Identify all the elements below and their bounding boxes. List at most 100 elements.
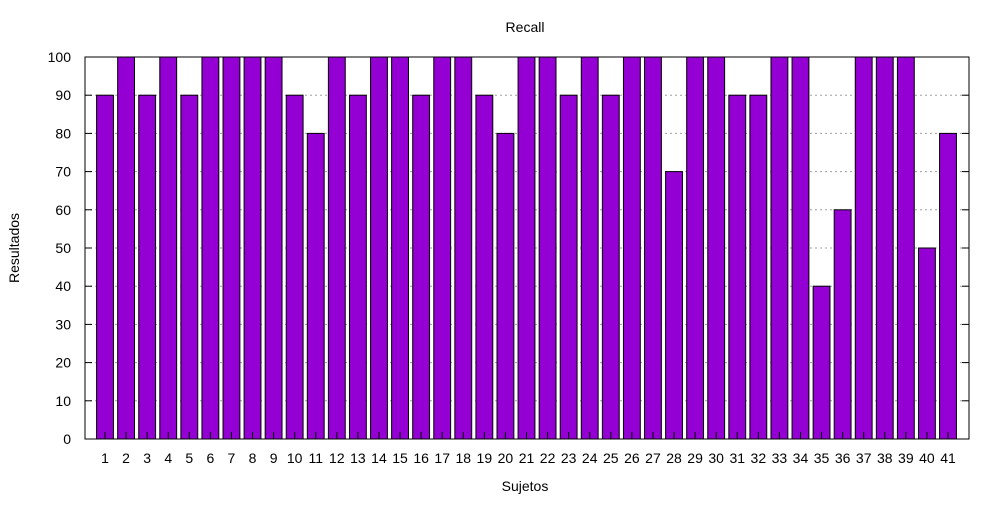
y-tick-label: 80 <box>55 125 71 141</box>
bar-18 <box>454 56 473 440</box>
x-tick-label-3: 3 <box>143 450 151 466</box>
y-tick-label: 0 <box>63 431 71 447</box>
bar-41 <box>939 132 957 440</box>
chart-title: Recall <box>506 19 545 35</box>
bar-26 <box>622 56 641 440</box>
x-tick-label-14: 14 <box>371 450 387 466</box>
x-tick-label-16: 16 <box>413 450 429 466</box>
bar-10 <box>285 94 304 440</box>
bar-4 <box>159 56 178 440</box>
x-tick-label-28: 28 <box>666 450 682 466</box>
bar-25 <box>601 94 620 440</box>
x-tick-label-21: 21 <box>519 450 535 466</box>
bar-13 <box>348 94 367 440</box>
x-tick-label-18: 18 <box>455 450 471 466</box>
x-tick-label-33: 33 <box>772 450 788 466</box>
bar-40 <box>918 247 936 440</box>
bar-6 <box>201 56 220 440</box>
bar-27 <box>644 56 662 440</box>
x-tick-label-8: 8 <box>249 450 257 466</box>
bar-9 <box>264 56 283 440</box>
x-tick-label-19: 19 <box>477 450 493 466</box>
x-tick-label-40: 40 <box>919 450 935 466</box>
bar-36 <box>833 209 852 440</box>
y-tick-label: 90 <box>55 87 71 103</box>
x-tick-label-29: 29 <box>687 450 703 466</box>
x-tick-label-37: 37 <box>856 450 872 466</box>
x-tick-label-31: 31 <box>729 450 745 466</box>
y-axis-ticks: 0 10 20 30 40 50 60 70 80 90 100 <box>48 49 969 447</box>
x-tick-label-41: 41 <box>940 450 956 466</box>
x-tick-label-12: 12 <box>329 450 345 466</box>
bar-28 <box>665 171 683 440</box>
bar-29 <box>686 56 705 440</box>
x-tick-label-9: 9 <box>270 450 278 466</box>
bar-19 <box>475 94 494 440</box>
x-tick-label-34: 34 <box>793 450 809 466</box>
x-tick-label-26: 26 <box>624 450 640 466</box>
bar-3 <box>138 94 157 440</box>
bar-31 <box>728 94 747 440</box>
x-tick-label-1: 1 <box>101 450 109 466</box>
x-tick-label-6: 6 <box>206 450 214 466</box>
x-tick-label-11: 11 <box>308 450 323 466</box>
bar-38 <box>875 56 894 440</box>
y-tick-label: 40 <box>55 278 71 294</box>
x-tick-label-36: 36 <box>835 450 851 466</box>
x-tick-label-23: 23 <box>561 450 577 466</box>
bar-11 <box>306 132 325 440</box>
bar-7 <box>222 56 241 440</box>
bar-16 <box>412 94 431 440</box>
bar-39 <box>896 56 915 440</box>
bar-33 <box>770 56 789 440</box>
x-tick-label-24: 24 <box>582 450 598 466</box>
y-tick-label: 100 <box>48 49 72 65</box>
bar-32 <box>749 94 768 440</box>
bar-23 <box>559 94 578 440</box>
x-tick-label-38: 38 <box>877 450 893 466</box>
bar-17 <box>433 56 452 440</box>
y-tick-label: 20 <box>55 355 71 371</box>
x-tick-label-35: 35 <box>814 450 830 466</box>
x-tick-label-32: 32 <box>751 450 767 466</box>
bar-21 <box>517 56 536 440</box>
bar-22 <box>538 56 557 440</box>
x-tick-label-13: 13 <box>350 450 366 466</box>
bars <box>96 56 957 440</box>
x-tick-label-25: 25 <box>603 450 619 466</box>
x-tick-label-27: 27 <box>645 450 661 466</box>
bar-30 <box>707 56 726 440</box>
x-tick-label-4: 4 <box>164 450 172 466</box>
x-tick-label-17: 17 <box>434 450 450 466</box>
x-tick-label-5: 5 <box>185 450 193 466</box>
y-tick-label: 70 <box>55 164 71 180</box>
bar-5 <box>180 94 199 440</box>
y-tick-label: 50 <box>55 240 71 256</box>
bar-1 <box>96 94 114 440</box>
x-tick-label-10: 10 <box>287 450 303 466</box>
x-tick-label-15: 15 <box>392 450 408 466</box>
bar-12 <box>327 56 346 440</box>
bar-15 <box>391 56 409 440</box>
x-tick-label-7: 7 <box>228 450 236 466</box>
y-axis-title: Resultados <box>6 213 22 283</box>
x-axis-ticks: 1 2 3 4 5 6 7 8 9 10 11 12 13 14 15 16 17 18 19 20 21 22 23 24 2… <box>101 432 956 466</box>
bar-35 <box>812 285 831 440</box>
bar-2 <box>117 56 136 440</box>
y-tick-label: 10 <box>55 393 71 409</box>
y-tick-label: 60 <box>55 202 71 218</box>
bar-37 <box>854 56 873 440</box>
bar-34 <box>791 56 810 440</box>
x-axis-title: Sujetos <box>502 478 549 494</box>
bar-20 <box>496 132 515 440</box>
x-tick-label-30: 30 <box>708 450 724 466</box>
bar-24 <box>580 56 599 440</box>
x-tick-label-22: 22 <box>540 450 556 466</box>
bar-8 <box>243 56 262 440</box>
x-tick-label-39: 39 <box>898 450 914 466</box>
bar-14 <box>370 56 388 440</box>
x-tick-label-20: 20 <box>498 450 514 466</box>
y-tick-label: 30 <box>55 316 71 332</box>
